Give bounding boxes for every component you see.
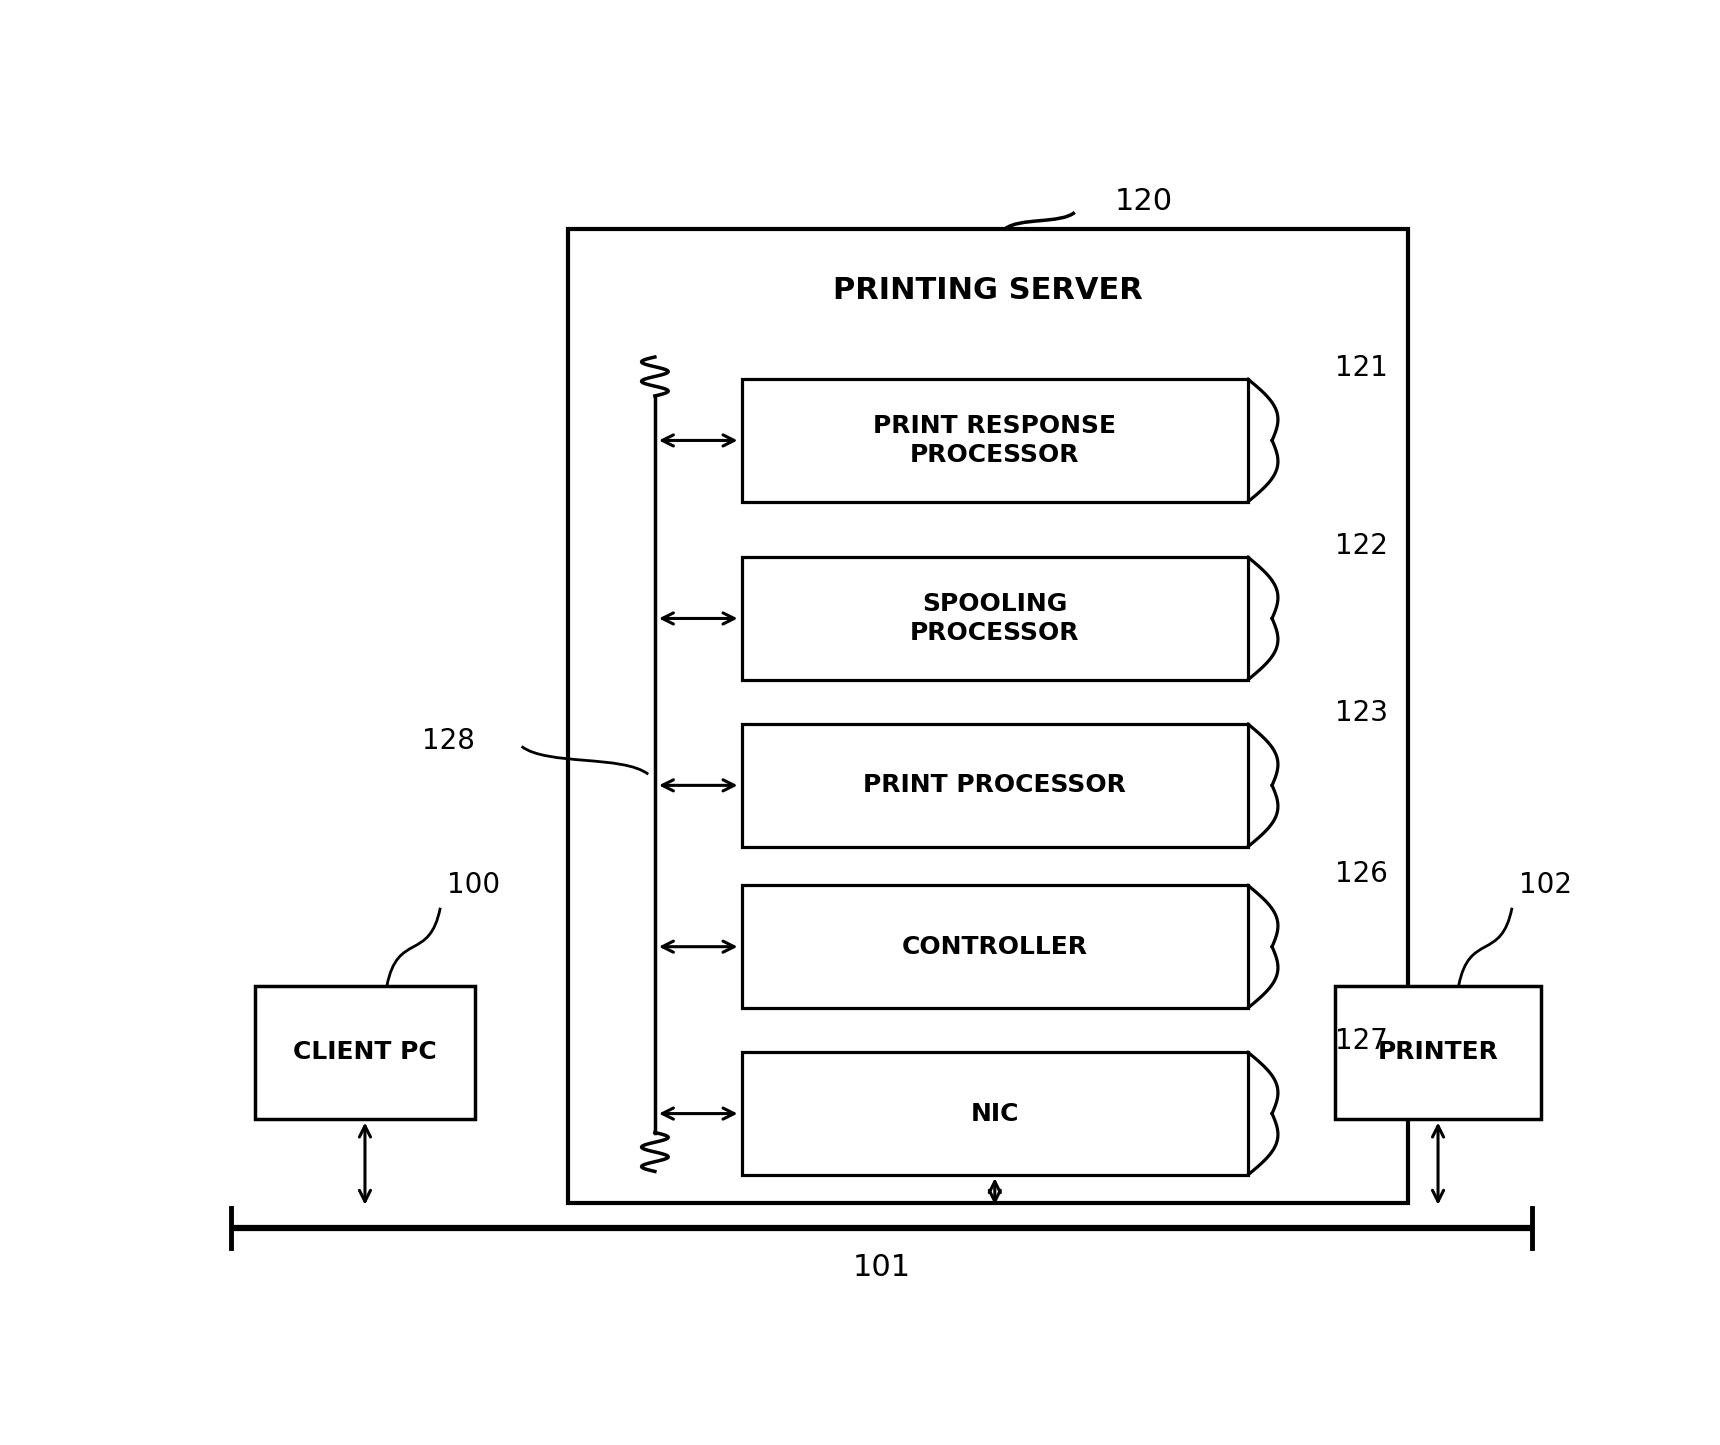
Text: 122: 122 bbox=[1335, 532, 1388, 561]
Text: PRINTING SERVER: PRINTING SERVER bbox=[832, 276, 1144, 305]
Text: NIC: NIC bbox=[970, 1101, 1018, 1126]
Text: SPOOLING
PROCESSOR: SPOOLING PROCESSOR bbox=[910, 591, 1080, 646]
Bar bbox=[741, 379, 1249, 501]
Text: 126: 126 bbox=[1335, 860, 1388, 889]
Text: 101: 101 bbox=[853, 1253, 910, 1282]
Text: PRINTER: PRINTER bbox=[1378, 1040, 1498, 1065]
Text: 100: 100 bbox=[447, 871, 501, 899]
Bar bbox=[255, 985, 475, 1118]
Text: CLIENT PC: CLIENT PC bbox=[292, 1040, 437, 1065]
Text: PRINT RESPONSE
PROCESSOR: PRINT RESPONSE PROCESSOR bbox=[874, 413, 1116, 467]
Text: 128: 128 bbox=[421, 727, 475, 754]
Bar bbox=[1335, 985, 1541, 1118]
Bar bbox=[741, 886, 1249, 1009]
Bar bbox=[568, 230, 1409, 1202]
Text: 102: 102 bbox=[1519, 871, 1572, 899]
Text: 120: 120 bbox=[1115, 186, 1173, 215]
Text: 127: 127 bbox=[1335, 1027, 1388, 1055]
Bar bbox=[741, 558, 1249, 679]
Bar bbox=[741, 724, 1249, 847]
Bar bbox=[741, 1052, 1249, 1175]
Text: 121: 121 bbox=[1335, 354, 1388, 381]
Text: 123: 123 bbox=[1335, 699, 1388, 727]
Text: PRINT PROCESSOR: PRINT PROCESSOR bbox=[863, 773, 1127, 798]
Text: CONTROLLER: CONTROLLER bbox=[901, 935, 1087, 958]
